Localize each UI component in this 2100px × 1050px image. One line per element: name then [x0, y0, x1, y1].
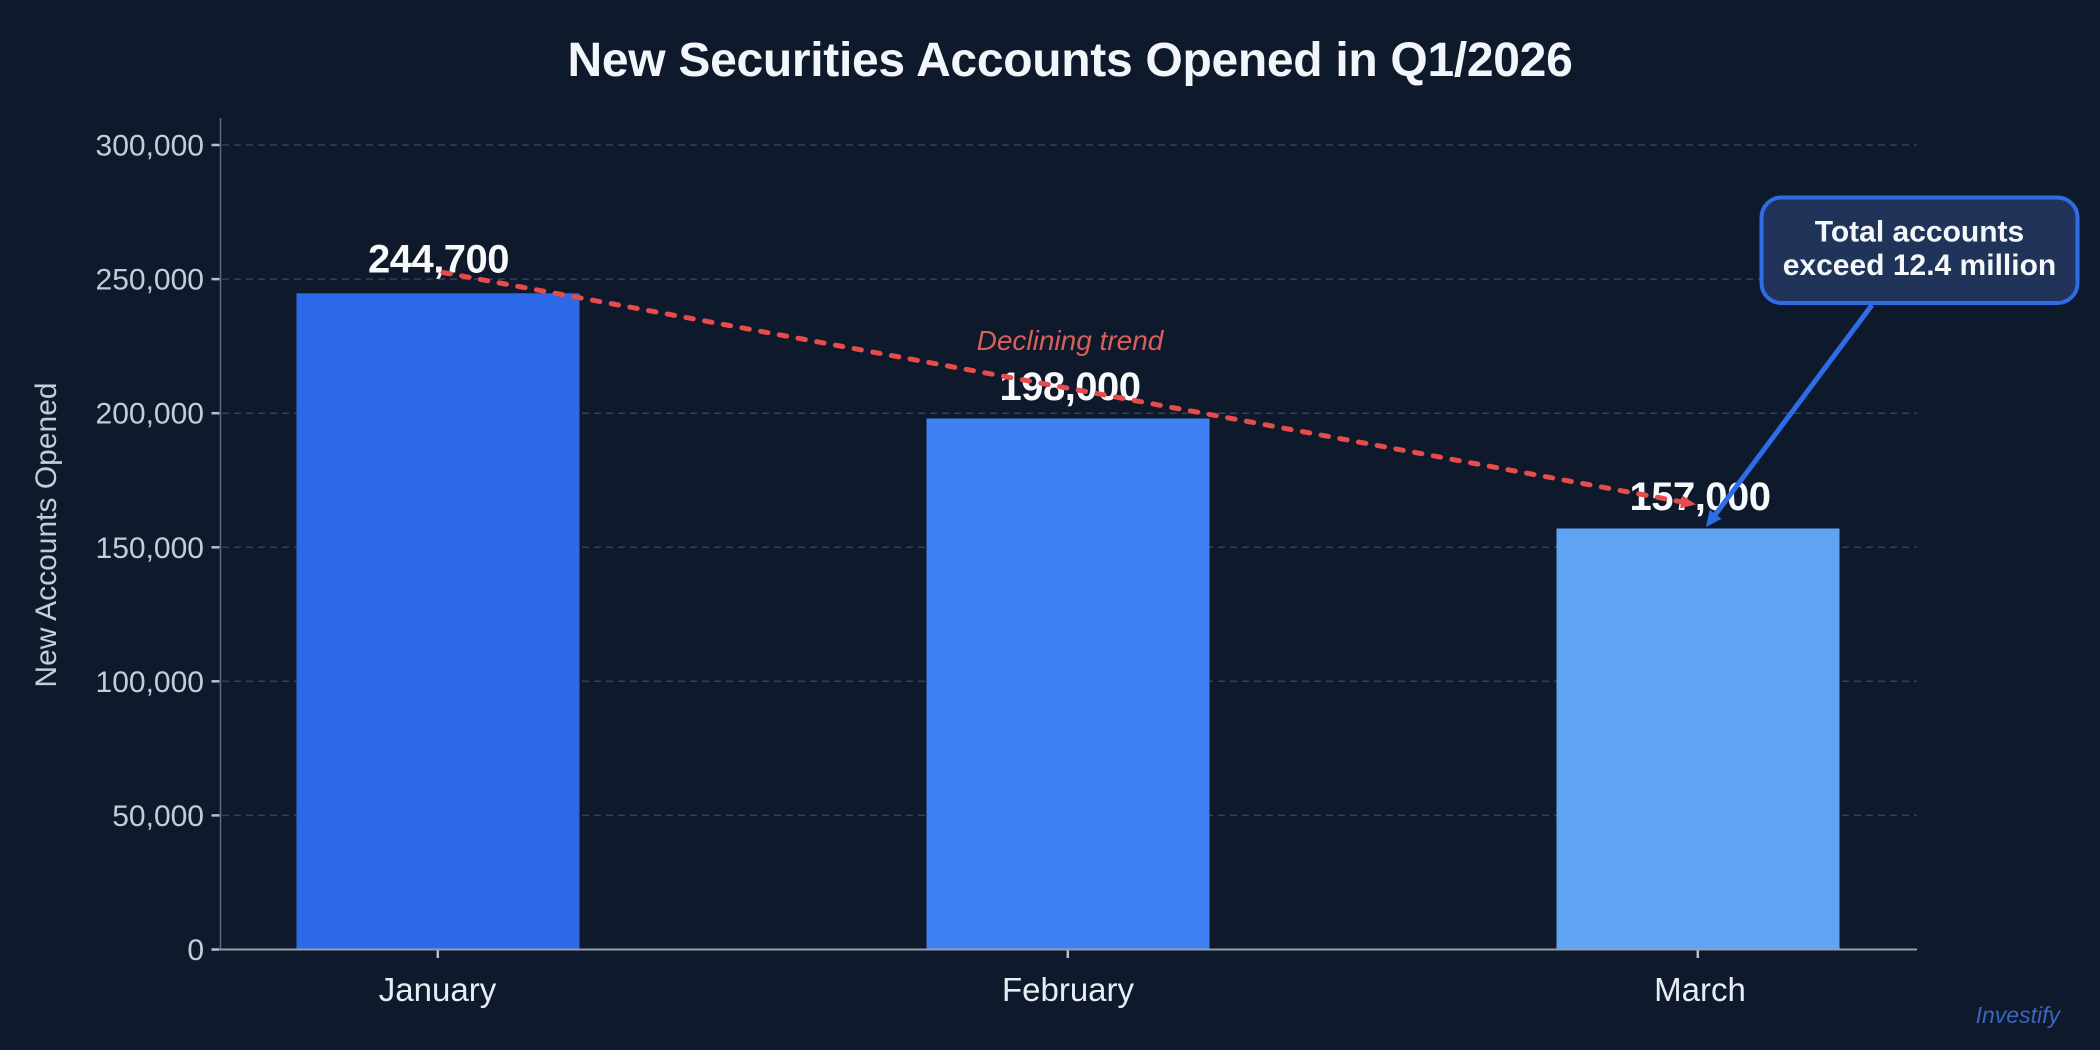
svg-text:0: 0 — [187, 934, 204, 967]
svg-text:150,000: 150,000 — [96, 532, 204, 565]
svg-text:300,000: 300,000 — [96, 130, 204, 163]
svg-text:100,000: 100,000 — [96, 666, 204, 699]
svg-text:250,000: 250,000 — [96, 264, 204, 297]
svg-text:New Securities Accounts Opened: New Securities Accounts Opened in Q1/202… — [568, 34, 1573, 87]
svg-text:New Accounts Opened: New Accounts Opened — [30, 382, 63, 687]
svg-text:Declining trend: Declining trend — [977, 325, 1165, 356]
svg-text:exceed 12.4 million: exceed 12.4 million — [1783, 249, 2056, 282]
svg-text:198,000: 198,000 — [999, 365, 1140, 409]
svg-text:March: March — [1654, 971, 1746, 1008]
svg-text:157,000: 157,000 — [1629, 475, 1770, 519]
svg-text:Total accounts: Total accounts — [1815, 216, 2024, 249]
svg-text:50,000: 50,000 — [112, 800, 204, 833]
svg-text:200,000: 200,000 — [96, 398, 204, 431]
svg-text:Investify: Investify — [1976, 1002, 2062, 1028]
svg-text:January: January — [379, 971, 497, 1008]
svg-text:February: February — [1002, 971, 1135, 1008]
svg-text:244,700: 244,700 — [368, 238, 509, 282]
